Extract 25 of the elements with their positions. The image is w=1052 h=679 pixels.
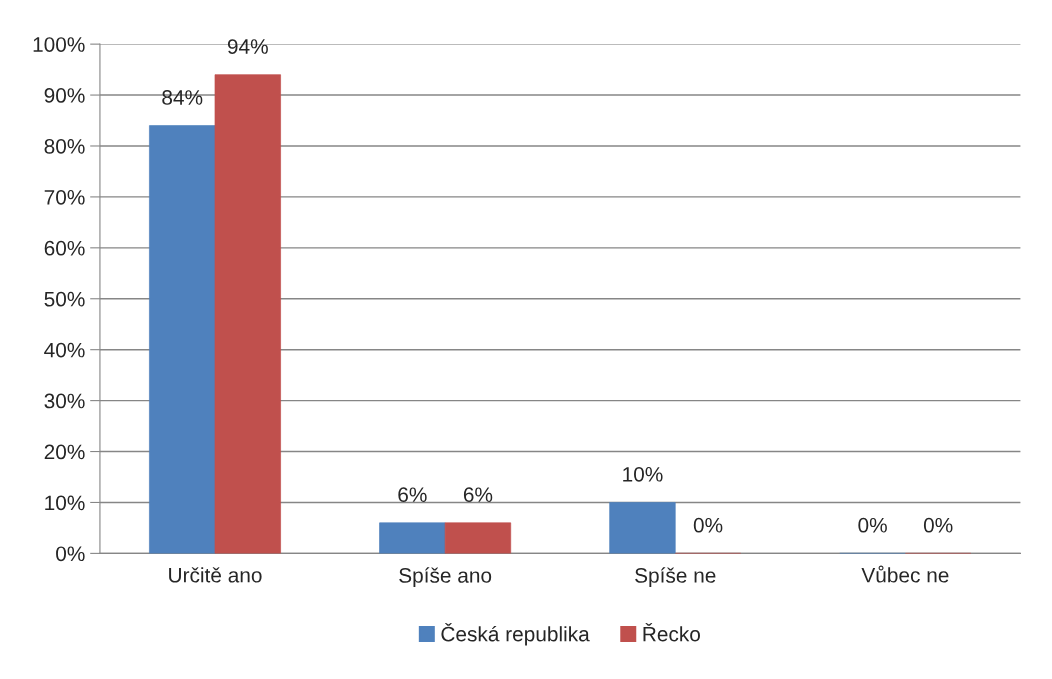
data-label: 94% <box>227 39 268 54</box>
legend-label: Řecko <box>643 623 700 642</box>
data-label: 10% <box>623 466 663 482</box>
data-label: 0% <box>923 517 953 533</box>
x-tick-label: Určitě ano <box>169 567 262 583</box>
data-label: 6% <box>398 487 427 503</box>
y-tick-label: 0% <box>56 546 85 562</box>
y-tick-label: 60% <box>44 240 85 256</box>
data-label: 0% <box>858 517 887 533</box>
y-tick-label: 80% <box>44 138 85 154</box>
data-label: 84% <box>162 90 203 105</box>
y-tick-label: 20% <box>44 444 85 460</box>
y-tick-label: 70% <box>44 189 85 205</box>
y-tick-label: 40% <box>44 342 85 358</box>
x-tick-label: Spíše ano <box>399 567 492 587</box>
data-label: 0% <box>693 517 723 533</box>
y-tick-label: 100% <box>33 37 85 52</box>
legend-label: Česká republika <box>441 623 590 646</box>
y-tick-label: 10% <box>45 495 85 511</box>
y-tick-label: 90% <box>44 88 85 103</box>
data-label: 6% <box>463 487 493 503</box>
x-tick-label: Spíše ne <box>635 567 716 587</box>
x-tick-label: Vůbec ne <box>861 565 949 583</box>
y-tick-label: 30% <box>44 393 85 409</box>
y-tick-label: 50% <box>44 291 85 307</box>
